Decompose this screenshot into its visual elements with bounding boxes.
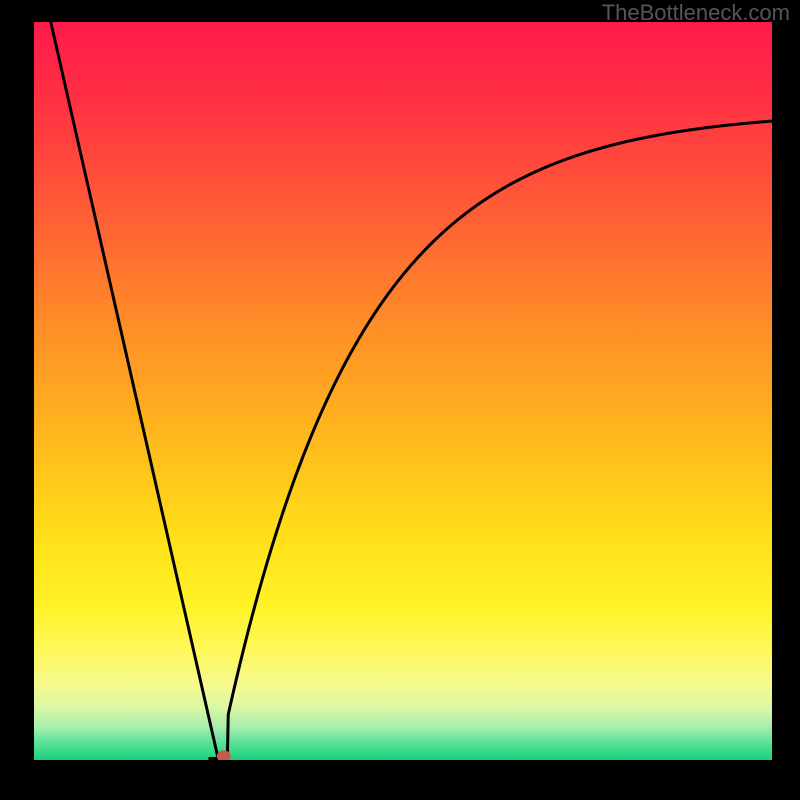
attribution-text: TheBottleneck.com bbox=[602, 0, 790, 26]
gradient-background bbox=[34, 22, 772, 760]
bottleneck-curve-chart bbox=[34, 22, 772, 760]
chart-plot-area bbox=[34, 22, 772, 760]
